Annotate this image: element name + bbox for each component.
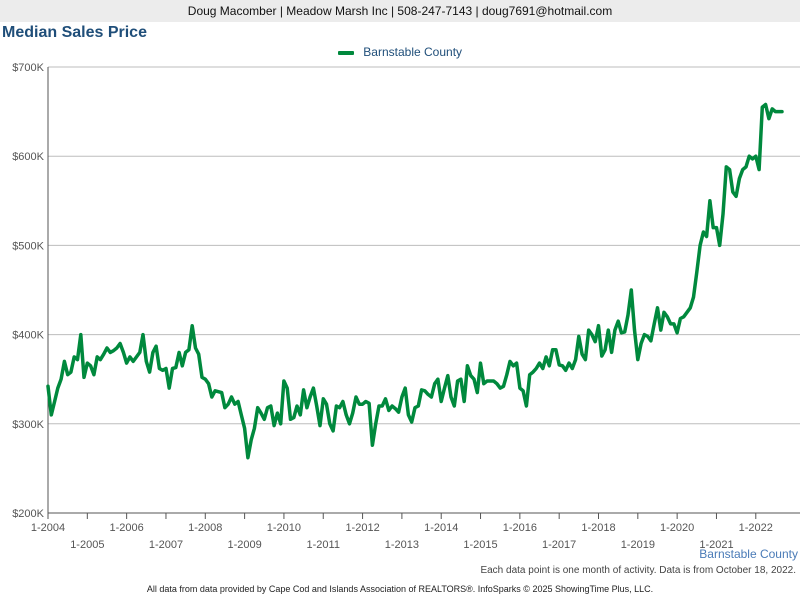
x-tick-label: 1-2018 — [581, 522, 615, 534]
x-tick-label: 1-2019 — [621, 539, 655, 551]
y-tick-label: $400K — [12, 330, 44, 342]
y-tick-label: $500K — [12, 240, 44, 252]
x-tick-label: 1-2008 — [188, 522, 222, 534]
y-tick-label: $200K — [12, 508, 44, 520]
source-note: All data from data provided by Cape Cod … — [146, 584, 654, 594]
x-tick-label: 1-2009 — [227, 539, 261, 551]
legend[interactable]: Barnstable County — [0, 45, 800, 59]
chart-title: Median Sales Price — [2, 24, 147, 41]
series-axis-label: Barnstable County — [699, 547, 798, 561]
x-tick-label: 1-2017 — [542, 539, 576, 551]
x-tick-label: 1-2015 — [463, 539, 497, 551]
x-tick-label: 1-2007 — [149, 539, 183, 551]
x-tick-label: 1-2012 — [345, 522, 379, 534]
x-tick-label: 1-2005 — [70, 539, 104, 551]
x-tick-label: 1-2011 — [307, 539, 340, 551]
series-line-barnstable-county — [46, 102, 784, 460]
x-tick-label: 1-2006 — [110, 522, 144, 534]
x-tick-label: 1-2013 — [385, 539, 419, 551]
x-tick-label: 1-2022 — [739, 522, 773, 534]
x-tick-label: 1-2010 — [267, 522, 301, 534]
x-tick-label: 1-2021 — [699, 539, 733, 551]
legend-label: Barnstable County — [363, 45, 463, 59]
x-tick-label: 1-2004 — [31, 522, 65, 534]
contact-header: Doug Macomber | Meadow Marsh Inc | 508-2… — [0, 0, 800, 22]
x-tick-label: 1-2016 — [503, 522, 537, 534]
x-tick-label: 1-2020 — [660, 522, 694, 534]
x-tick-label: 1-2014 — [424, 522, 458, 534]
y-tick-label: $300K — [12, 419, 44, 431]
footnote: Each data point is one month of activity… — [480, 565, 796, 576]
legend-swatch — [337, 50, 354, 55]
y-tick-label: $700K — [12, 62, 44, 74]
y-tick-label: $600K — [12, 151, 44, 163]
